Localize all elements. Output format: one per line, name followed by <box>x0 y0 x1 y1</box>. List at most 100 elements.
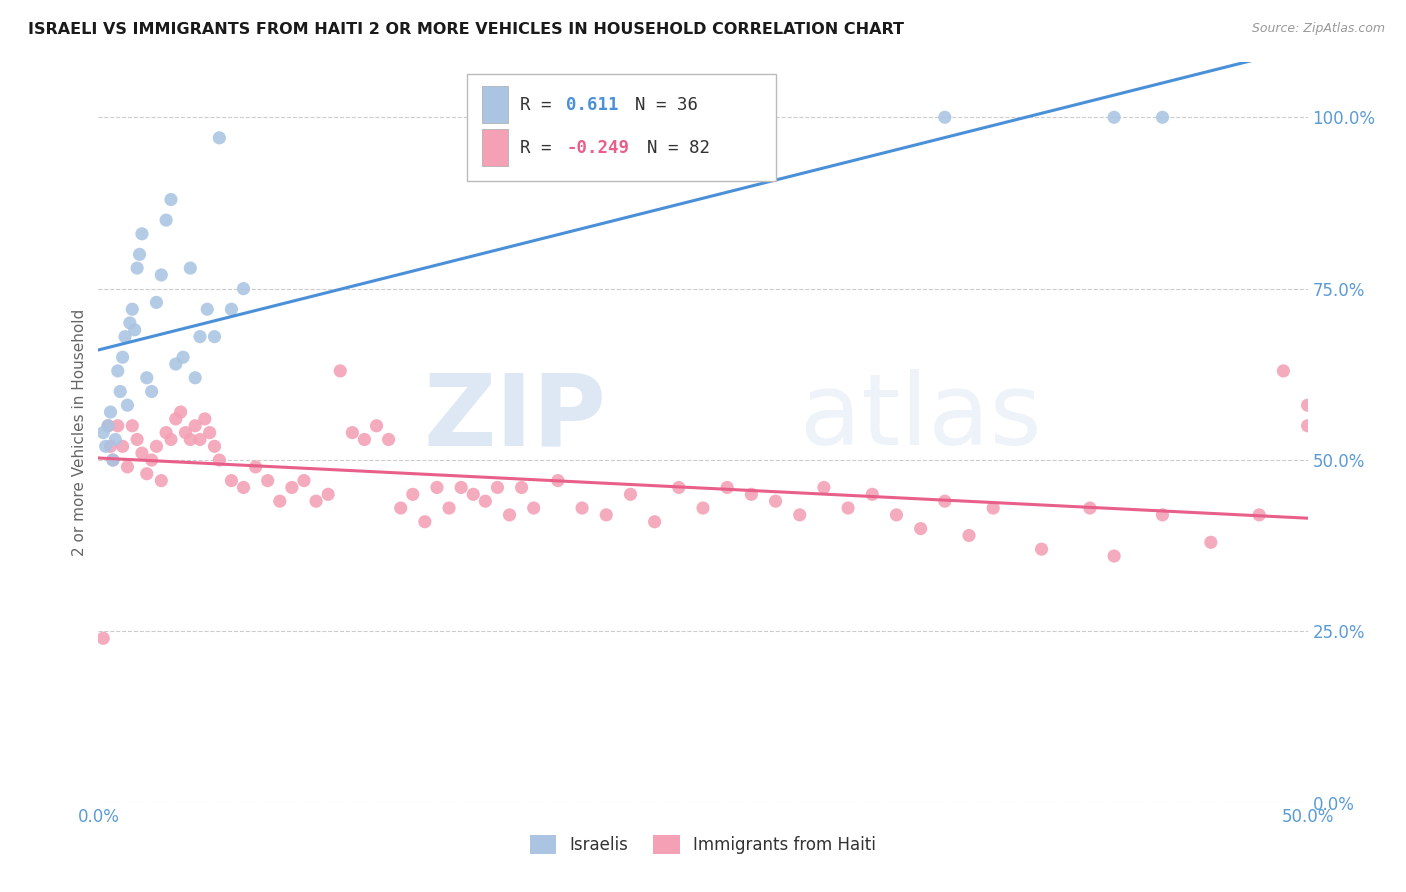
Point <box>1078 501 1101 516</box>
Point <box>486 480 509 494</box>
Point <box>100 439 122 453</box>
Point <box>1031 542 1053 557</box>
Point <box>1249 508 1271 522</box>
Point <box>232 480 254 494</box>
Point <box>644 515 666 529</box>
Point <box>188 433 211 447</box>
Point <box>571 501 593 516</box>
Point <box>145 295 167 310</box>
Point <box>547 474 569 488</box>
Point <box>813 480 835 494</box>
Point <box>221 474 243 488</box>
Point <box>121 418 143 433</box>
Point <box>150 268 173 282</box>
Point <box>194 412 217 426</box>
Point <box>1152 110 1174 124</box>
Point <box>353 433 375 447</box>
Point <box>118 316 141 330</box>
FancyBboxPatch shape <box>467 73 776 181</box>
Point <box>523 501 546 516</box>
Point <box>172 350 194 364</box>
Point <box>108 384 131 399</box>
Point <box>91 632 114 646</box>
FancyBboxPatch shape <box>482 87 509 123</box>
Point <box>174 425 197 440</box>
Point <box>1152 508 1174 522</box>
Point <box>619 487 641 501</box>
Text: ZIP: ZIP <box>423 369 606 467</box>
Text: 0.611: 0.611 <box>567 95 619 113</box>
Point <box>305 494 328 508</box>
Point <box>934 110 956 124</box>
FancyBboxPatch shape <box>482 129 509 166</box>
Point <box>165 412 187 426</box>
Point <box>329 364 352 378</box>
Point <box>131 446 153 460</box>
Text: R =: R = <box>520 95 562 113</box>
Point <box>692 501 714 516</box>
Text: N = 82: N = 82 <box>647 138 710 157</box>
Point <box>886 508 908 522</box>
Point <box>184 371 207 385</box>
Point <box>1296 418 1319 433</box>
Point <box>1296 398 1319 412</box>
Point <box>195 302 218 317</box>
Point <box>765 494 787 508</box>
Point <box>165 357 187 371</box>
Point <box>107 418 129 433</box>
Point <box>789 508 811 522</box>
Point <box>131 227 153 241</box>
Point <box>94 439 117 453</box>
Point <box>179 261 201 276</box>
Point <box>97 418 120 433</box>
Point <box>208 453 231 467</box>
Point <box>232 282 254 296</box>
Point <box>1272 364 1295 378</box>
Point <box>184 418 207 433</box>
Text: Source: ZipAtlas.com: Source: ZipAtlas.com <box>1251 22 1385 36</box>
Point <box>188 329 211 343</box>
Point <box>141 384 163 399</box>
Point <box>377 433 399 447</box>
Point <box>934 494 956 508</box>
Point <box>204 329 226 343</box>
Point <box>245 459 267 474</box>
Point <box>208 131 231 145</box>
Point <box>135 467 157 481</box>
Text: ISRAELI VS IMMIGRANTS FROM HAITI 2 OR MORE VEHICLES IN HOUSEHOLD CORRELATION CHA: ISRAELI VS IMMIGRANTS FROM HAITI 2 OR MO… <box>28 22 904 37</box>
Point <box>740 487 762 501</box>
Legend: Israelis, Immigrants from Haiti: Israelis, Immigrants from Haiti <box>523 829 883 861</box>
Point <box>292 474 315 488</box>
Point <box>111 439 134 453</box>
Point <box>127 261 149 276</box>
Point <box>179 433 201 447</box>
Y-axis label: 2 or more Vehicles in Household: 2 or more Vehicles in Household <box>72 309 87 557</box>
Point <box>716 480 738 494</box>
Point <box>910 522 932 536</box>
Point <box>111 350 134 364</box>
Point <box>342 425 364 440</box>
Point <box>595 508 617 522</box>
Point <box>981 501 1004 516</box>
Point <box>114 329 136 343</box>
Point <box>155 213 177 227</box>
Text: R =: R = <box>520 138 562 157</box>
Point <box>145 439 167 453</box>
Point <box>221 302 243 317</box>
Point <box>124 323 146 337</box>
Point <box>463 487 485 501</box>
Point <box>269 494 291 508</box>
Point <box>1199 535 1222 549</box>
Point <box>413 515 436 529</box>
Text: -0.249: -0.249 <box>567 138 630 157</box>
Point <box>437 501 460 516</box>
Point <box>127 433 149 447</box>
Point <box>1102 110 1125 124</box>
Point <box>198 425 221 440</box>
Point <box>256 474 278 488</box>
Point <box>91 425 114 440</box>
Point <box>957 528 980 542</box>
Point <box>474 494 496 508</box>
Text: atlas: atlas <box>800 369 1042 467</box>
Point <box>1102 549 1125 563</box>
